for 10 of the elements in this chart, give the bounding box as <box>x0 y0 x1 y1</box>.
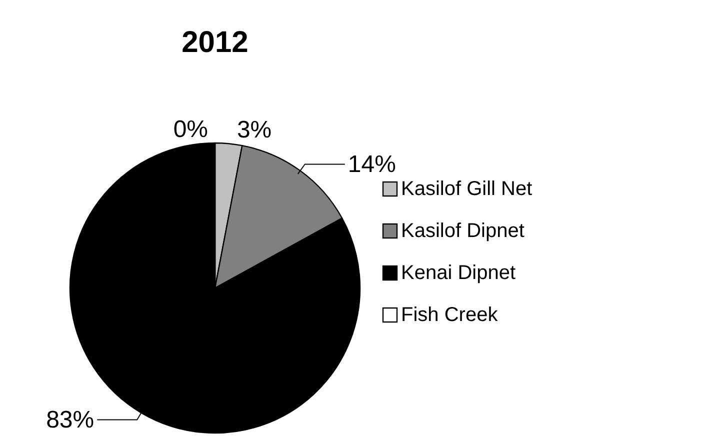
chart-title: 2012 <box>182 26 248 59</box>
data-label: 14% <box>348 151 396 178</box>
legend-label: Kasilof Gill Net <box>401 178 533 200</box>
data-label: 83% <box>46 406 94 434</box>
legend-label: Kasilof Dipnet <box>401 220 525 242</box>
legend-label: Fish Creek <box>401 304 499 326</box>
pie-slice <box>214 144 343 289</box>
legend-label: Kenai Dipnet <box>401 262 516 284</box>
data-label: 3% <box>236 116 272 144</box>
text: 0% <box>173 116 208 143</box>
